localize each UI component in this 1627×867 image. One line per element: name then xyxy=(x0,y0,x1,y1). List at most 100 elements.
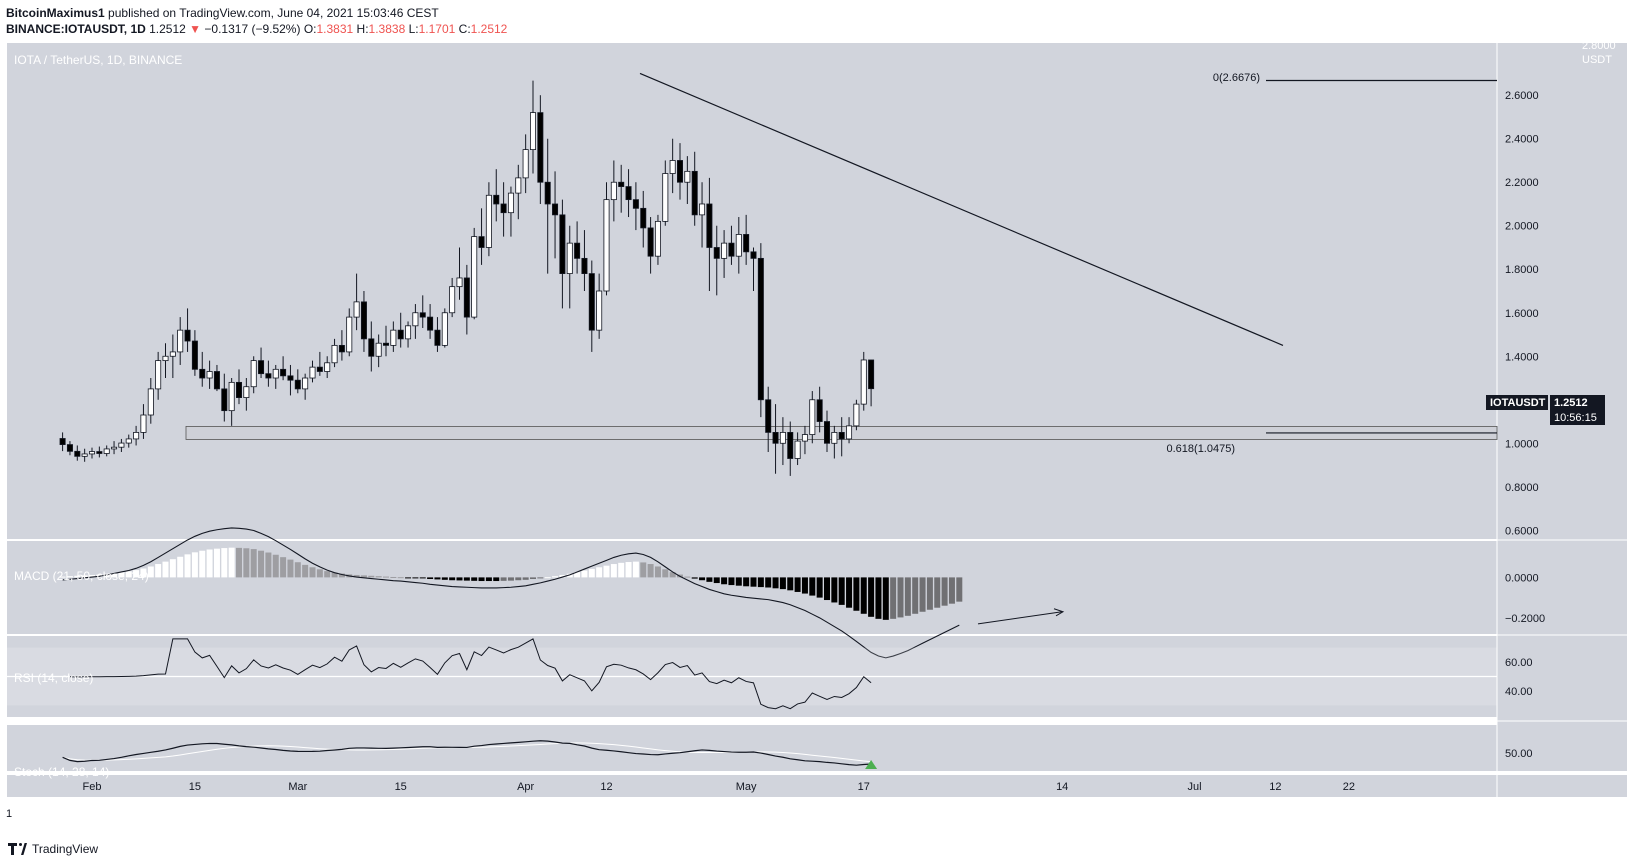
macd-histogram-bar xyxy=(566,573,573,578)
chart-labels: IOTA / TetherUS, 1D, BINANCE MACD (21, 5… xyxy=(6,40,1616,820)
divergence-arrow-head xyxy=(1053,608,1065,617)
time-tick-label: Apr xyxy=(517,781,534,793)
macd-histogram-bar xyxy=(699,577,706,581)
macd-histogram-bar xyxy=(559,574,566,578)
candle-up xyxy=(89,451,96,455)
candle-up xyxy=(846,425,853,440)
candle-up xyxy=(853,403,860,427)
candle-up xyxy=(441,312,448,346)
symbol-label[interactable]: BINANCE:IOTAUSDT, 1D xyxy=(6,22,146,36)
candle-up xyxy=(831,432,838,444)
macd-histogram-bar xyxy=(831,577,838,603)
candle-up xyxy=(471,236,478,318)
rsi-pane[interactable] xyxy=(7,638,1497,710)
candle-up xyxy=(140,414,147,433)
stoch-pane[interactable] xyxy=(62,740,878,769)
candle-down xyxy=(493,194,500,205)
symbol-badge-text: IOTAUSDT xyxy=(1490,397,1546,409)
stoch-k-line xyxy=(62,740,872,766)
candle-down xyxy=(235,381,242,398)
candle-up xyxy=(147,388,154,416)
macd-histogram-bar xyxy=(147,566,154,578)
time-tick-label: 22 xyxy=(1343,781,1355,793)
price-pane[interactable] xyxy=(59,72,1498,476)
candle-down xyxy=(677,160,684,183)
macd-histogram-bar xyxy=(272,554,279,578)
candle-up xyxy=(779,432,786,444)
tradingview-logo-icon xyxy=(8,843,28,855)
macd-histogram-bar xyxy=(904,577,911,616)
macd-histogram-bar xyxy=(360,575,367,578)
macd-histogram-bar xyxy=(537,577,544,579)
countdown-badge xyxy=(1550,410,1605,425)
macd-histogram-bar xyxy=(618,562,625,578)
macd-histogram-bar xyxy=(390,576,397,578)
candle-down xyxy=(868,359,875,390)
axes: 0.60000.80001.00001.20001.40001.60001.80… xyxy=(83,90,1546,793)
candle-down xyxy=(199,368,206,379)
candle-up xyxy=(566,242,573,274)
candle-up xyxy=(177,329,184,353)
macd-histogram-bar xyxy=(331,572,338,578)
macd-histogram-bar xyxy=(66,576,73,578)
footer-brand-text: TradingView xyxy=(32,842,99,856)
fib-0618-label: 0.618(1.0475) xyxy=(1167,443,1236,455)
candle-down xyxy=(787,432,794,459)
macd-histogram-bar xyxy=(919,577,926,612)
rsi-pane-title: RSI (14, close) xyxy=(14,671,93,685)
candle-down xyxy=(96,451,103,454)
candle-down xyxy=(824,421,831,444)
time-tick-label: Feb xyxy=(83,781,102,793)
bullish-cross-arrow-icon xyxy=(865,760,878,769)
macd-histogram-bar xyxy=(926,577,933,610)
macd-histogram-bar xyxy=(250,549,257,578)
candle-down xyxy=(552,203,559,216)
macd-histogram-bar xyxy=(353,574,360,578)
macd-histogram-bar xyxy=(507,577,514,581)
candle-up xyxy=(81,453,88,457)
descending-trendline xyxy=(639,72,1284,346)
candle-up xyxy=(654,220,661,257)
low-value: 1.1701 xyxy=(418,22,456,36)
candle-up xyxy=(603,199,610,292)
macd-histogram-bar xyxy=(654,566,661,578)
candle-up xyxy=(735,234,742,257)
macd-pane[interactable] xyxy=(59,527,1065,659)
author-name[interactable]: BitcoinMaximus1 xyxy=(6,6,105,20)
candle-down xyxy=(500,203,507,214)
candle-down xyxy=(382,342,389,346)
rsi-line xyxy=(69,638,872,710)
time-tick-label: May xyxy=(736,781,757,793)
macd-histogram-bar xyxy=(375,576,382,578)
rsi-tick-label: 60.00 xyxy=(1505,657,1533,669)
price-tick-label: 2.6000 xyxy=(1505,90,1539,102)
candle-down xyxy=(625,186,632,201)
candle-down xyxy=(360,301,367,340)
macd-histogram-bar xyxy=(74,575,81,578)
footer-brand[interactable]: TradingView xyxy=(8,842,98,856)
macd-histogram-bar xyxy=(868,577,875,617)
candle-up xyxy=(860,359,867,405)
candle-up xyxy=(596,290,603,331)
candle-down xyxy=(581,257,588,274)
close-label: C: xyxy=(458,22,471,36)
macd-histogram-bar xyxy=(500,577,507,581)
candle-down xyxy=(765,399,772,433)
macd-histogram-bar xyxy=(706,577,713,582)
candle-up xyxy=(412,312,419,327)
price-tick-label: 2.0000 xyxy=(1505,221,1539,233)
macd-histogram-bar xyxy=(155,564,162,578)
last-price: 1.2512 xyxy=(149,22,186,36)
macd-histogram-bar xyxy=(934,577,941,608)
candle-down xyxy=(632,199,639,209)
candle-up xyxy=(530,112,537,150)
price-tick-label: 1.4000 xyxy=(1505,351,1539,363)
macd-histogram-bar xyxy=(890,577,897,619)
candle-up xyxy=(243,386,250,398)
candle-down xyxy=(537,112,544,183)
macd-histogram-bar xyxy=(397,577,404,579)
price-axis-unit: USDT xyxy=(1582,54,1612,66)
candle-up xyxy=(206,371,213,379)
candle-up xyxy=(169,351,176,357)
